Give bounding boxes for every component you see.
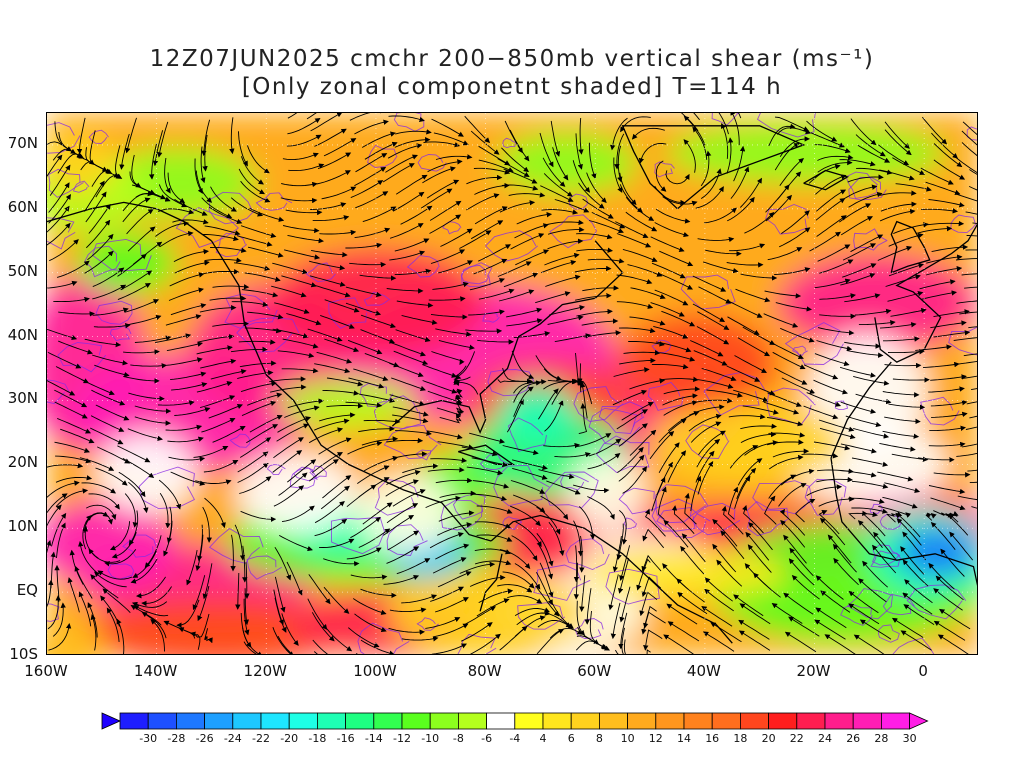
lon-label: 20W xyxy=(796,662,831,680)
colorbar-swatch xyxy=(740,712,770,730)
colorbar-swatch xyxy=(570,712,600,730)
colorbar-swatch xyxy=(204,712,234,730)
colorbar-swatch xyxy=(852,712,882,730)
coastline-layer xyxy=(47,113,977,654)
shear-map xyxy=(46,112,978,655)
lon-label: 140W xyxy=(133,662,178,680)
colorbar-label: -24 xyxy=(223,732,242,745)
colorbar-swatch xyxy=(796,712,826,730)
colorbar-swatch xyxy=(486,712,516,730)
lon-label: 80W xyxy=(467,662,502,680)
lat-label: 30N xyxy=(7,389,38,408)
lat-label: 10N xyxy=(7,517,38,536)
colorbar-label: -26 xyxy=(195,732,214,745)
lon-label: 60W xyxy=(577,662,612,680)
colorbar-swatch xyxy=(768,712,798,730)
colorbar-label: 12 xyxy=(648,732,663,745)
colorbar-label: 10 xyxy=(620,732,635,745)
streamline-layer xyxy=(47,113,977,654)
colorbar-swatch xyxy=(429,712,459,730)
map-canvas xyxy=(47,113,977,654)
colorbar-swatch xyxy=(176,712,206,730)
colorbar-swatch xyxy=(288,712,318,730)
colorbar-label: 8 xyxy=(595,732,603,745)
colorbar-swatch xyxy=(373,712,403,730)
shading-layer xyxy=(47,113,977,654)
lon-label: 0 xyxy=(918,662,928,680)
colorbar-label: -30 xyxy=(139,732,158,745)
colorbar-swatch xyxy=(881,712,911,730)
colorbar-label: -10 xyxy=(421,732,440,745)
colorbar-high-arrow xyxy=(909,712,929,730)
chart-title-line1: 12Z07JUN2025 cmchr 200−850mb vertical sh… xyxy=(149,46,875,72)
colorbar-swatch xyxy=(119,712,149,730)
lat-label: 10S xyxy=(9,645,38,663)
lat-label: 60N xyxy=(7,197,38,216)
colorbar-label: 14 xyxy=(677,732,691,745)
colorbar-swatch xyxy=(627,712,657,730)
colorbar xyxy=(101,712,929,730)
lat-label: 70N xyxy=(7,133,38,152)
colorbar-swatch xyxy=(514,712,544,730)
lat-label: 50N xyxy=(7,261,38,280)
colorbar-label: 16 xyxy=(705,732,720,745)
colorbar-label: -8 xyxy=(452,732,464,745)
colorbar-label: -16 xyxy=(336,732,355,745)
colorbar-swatch xyxy=(232,712,262,730)
lon-label: 160W xyxy=(24,662,68,680)
colorbar-label: -12 xyxy=(393,732,411,745)
colorbar-swatch xyxy=(542,712,572,730)
colorbar-label: -14 xyxy=(364,732,383,745)
colorbar-label: 30 xyxy=(902,732,917,745)
colorbar-swatch xyxy=(316,712,346,730)
colorbar-label: -22 xyxy=(252,732,270,745)
lat-label: 20N xyxy=(7,453,38,472)
colorbar-label: -18 xyxy=(308,732,327,745)
colorbar-low-arrow xyxy=(101,712,121,730)
colorbar-label: 4 xyxy=(539,732,547,745)
colorbar-label: 22 xyxy=(789,732,804,745)
lon-label: 40W xyxy=(686,662,721,680)
colorbar-label: 6 xyxy=(567,732,575,745)
colorbar-label: -4 xyxy=(509,732,521,745)
colorbar-swatch xyxy=(147,712,177,730)
colorbar-swatch xyxy=(260,712,290,730)
colorbar-label: -28 xyxy=(167,732,186,745)
lat-label: 40N xyxy=(7,325,38,344)
colorbar-label: 18 xyxy=(733,732,748,745)
colorbar-swatch xyxy=(598,712,628,730)
chart-title-line2: [Only zonal componetnt shaded] T=114 h xyxy=(241,74,783,100)
colorbar-swatch xyxy=(345,712,375,730)
colorbar-label: -6 xyxy=(481,732,493,745)
colorbar-label: -20 xyxy=(280,732,299,745)
colorbar-swatch xyxy=(711,712,741,730)
colorbar-swatch xyxy=(683,712,713,730)
lon-label: 120W xyxy=(243,662,288,680)
colorbar-swatch xyxy=(824,712,854,730)
colorbar-swatch xyxy=(401,712,431,730)
colorbar-label: 26 xyxy=(846,732,861,745)
lon-label: 100W xyxy=(353,662,397,680)
colorbar-label: 20 xyxy=(761,732,776,745)
colorbar-label: 24 xyxy=(818,732,832,745)
colorbar-swatch xyxy=(457,712,487,730)
lat-label: EQ xyxy=(16,581,38,600)
colorbar-swatch xyxy=(655,712,685,730)
colorbar-label: 28 xyxy=(874,732,889,745)
